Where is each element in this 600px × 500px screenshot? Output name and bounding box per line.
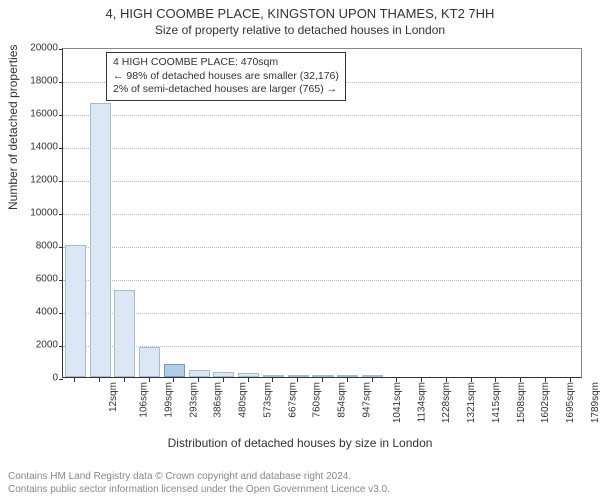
y-tick-mark	[59, 247, 63, 248]
x-tick-label: 12sqm	[108, 382, 119, 412]
x-tick-mark	[446, 378, 447, 382]
x-tick-mark	[570, 378, 571, 382]
x-tick-mark	[421, 378, 422, 382]
bar	[65, 245, 86, 377]
footer-attribution: Contains HM Land Registry data © Crown c…	[8, 471, 390, 496]
footer-line: Contains HM Land Registry data © Crown c…	[8, 471, 390, 484]
bar	[213, 372, 234, 377]
x-tick-mark	[198, 378, 199, 382]
bar	[189, 370, 210, 377]
x-tick-label: 106sqm	[139, 382, 150, 418]
y-tick-mark	[59, 214, 63, 215]
y-tick-mark	[59, 82, 63, 83]
y-tick-label: 6000	[18, 274, 58, 285]
bar	[312, 375, 333, 377]
x-tick-mark	[347, 378, 348, 382]
x-tick-mark	[173, 378, 174, 382]
y-tick-mark	[59, 346, 63, 347]
y-tick-label: 12000	[18, 175, 58, 186]
y-tick-label: 4000	[18, 307, 58, 318]
y-tick-mark	[59, 181, 63, 182]
bar	[238, 373, 259, 377]
bar	[139, 347, 160, 377]
x-tick-mark	[272, 378, 273, 382]
x-tick-label: 1789sqm	[590, 382, 600, 423]
x-tick-label: 480sqm	[238, 382, 249, 418]
y-tick-label: 20000	[18, 43, 58, 54]
y-tick-label: 0	[18, 373, 58, 384]
x-tick-mark	[372, 378, 373, 382]
bar	[362, 375, 383, 377]
gridline	[63, 247, 581, 248]
title-block: 4, HIGH COOMBE PLACE, KINGSTON UPON THAM…	[0, 0, 600, 37]
x-tick-label: 667sqm	[287, 382, 298, 418]
x-tick-mark	[248, 378, 249, 382]
x-tick-label: 199sqm	[163, 382, 174, 418]
x-tick-label: 1508sqm	[516, 382, 527, 423]
y-tick-mark	[59, 280, 63, 281]
gridline	[63, 181, 581, 182]
x-tick-label: 760sqm	[312, 382, 323, 418]
gridline	[63, 313, 581, 314]
gridline	[63, 148, 581, 149]
x-tick-label: 386sqm	[213, 382, 224, 418]
x-tick-label: 1134sqm	[416, 382, 427, 422]
x-tick-label: 1041sqm	[392, 382, 403, 423]
y-tick-label: 2000	[18, 340, 58, 351]
y-tick-label: 14000	[18, 142, 58, 153]
y-tick-mark	[59, 313, 63, 314]
x-tick-mark	[223, 378, 224, 382]
x-tick-label: 1415sqm	[491, 382, 502, 423]
x-tick-mark	[322, 378, 323, 382]
bar	[263, 375, 284, 377]
x-tick-mark	[124, 378, 125, 382]
x-tick-label: 947sqm	[362, 382, 373, 418]
x-tick-mark	[495, 378, 496, 382]
gridline	[63, 115, 581, 116]
x-tick-label: 1695sqm	[565, 382, 576, 423]
x-tick-mark	[99, 378, 100, 382]
y-tick-mark	[59, 379, 63, 380]
y-tick-mark	[59, 49, 63, 50]
x-tick-mark	[396, 378, 397, 382]
y-tick-label: 10000	[18, 208, 58, 219]
x-tick-label: 293sqm	[188, 382, 199, 418]
bar	[114, 290, 135, 377]
chart-title: 4, HIGH COOMBE PLACE, KINGSTON UPON THAM…	[0, 6, 600, 21]
y-tick-label: 18000	[18, 76, 58, 87]
annotation-line: 4 HIGH COOMBE PLACE: 470sqm	[113, 56, 339, 70]
footer-line: Contains public sector information licen…	[8, 484, 390, 497]
x-tick-mark	[297, 378, 298, 382]
gridline	[63, 214, 581, 215]
bar-highlighted	[164, 364, 185, 377]
x-tick-mark	[149, 378, 150, 382]
x-tick-label: 1228sqm	[441, 382, 452, 423]
bar	[337, 375, 358, 377]
x-tick-mark	[74, 378, 75, 382]
y-tick-label: 16000	[18, 109, 58, 120]
x-axis-label: Distribution of detached houses by size …	[0, 436, 600, 450]
x-tick-mark	[520, 378, 521, 382]
annotation-line: ← 98% of detached houses are smaller (32…	[113, 70, 339, 84]
chart-subtitle: Size of property relative to detached ho…	[0, 23, 600, 37]
x-tick-mark	[471, 378, 472, 382]
bar	[288, 375, 309, 377]
annotation-box: 4 HIGH COOMBE PLACE: 470sqm ← 98% of det…	[106, 52, 346, 101]
x-tick-mark	[545, 378, 546, 382]
annotation-line: 2% of semi-detached houses are larger (7…	[113, 83, 339, 97]
y-tick-mark	[59, 148, 63, 149]
y-tick-label: 8000	[18, 241, 58, 252]
y-tick-mark	[59, 115, 63, 116]
x-tick-label: 1602sqm	[540, 382, 551, 423]
x-tick-label: 854sqm	[337, 382, 348, 418]
bar	[90, 103, 111, 377]
x-tick-label: 1321sqm	[466, 382, 477, 423]
x-tick-label: 573sqm	[263, 382, 274, 418]
gridline	[63, 280, 581, 281]
